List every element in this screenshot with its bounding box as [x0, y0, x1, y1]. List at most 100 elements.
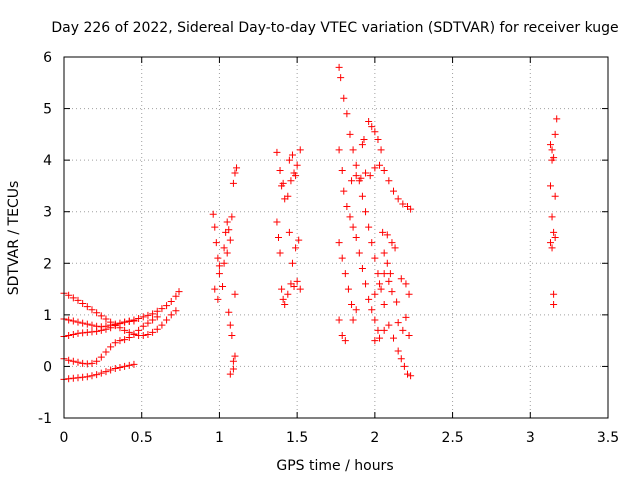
- data-point: [338, 254, 346, 262]
- data-point: [88, 321, 96, 329]
- data-point: [376, 334, 384, 342]
- data-point: [379, 228, 387, 236]
- data-point: [79, 359, 87, 367]
- data-point: [74, 296, 82, 304]
- data-point: [371, 316, 379, 324]
- y-tick-label: 3: [43, 205, 52, 221]
- data-point: [69, 357, 77, 365]
- data-point: [83, 303, 91, 311]
- data-point: [335, 316, 343, 324]
- data-point: [229, 179, 237, 187]
- data-point: [229, 365, 237, 373]
- data-point: [97, 353, 105, 361]
- data-point: [214, 254, 222, 262]
- data-point: [346, 130, 354, 138]
- data-point: [349, 223, 357, 231]
- data-point: [296, 285, 304, 293]
- data-point: [391, 244, 399, 252]
- chart-title: Day 226 of 2022, Sidereal Day-to-day VTE…: [51, 20, 618, 36]
- data-point: [228, 213, 236, 221]
- data-point: [343, 203, 351, 211]
- data-point: [74, 374, 82, 382]
- data-point: [380, 301, 388, 309]
- tick-labels: 0 0.5 1 1.5 2 2.5 3 3.5 -1 0 1 2 3 4 5 6: [38, 50, 619, 446]
- data-point: [212, 239, 220, 247]
- data-point: [341, 337, 349, 345]
- data-point: [290, 282, 298, 290]
- data-point: [284, 290, 292, 298]
- data-point: [65, 331, 73, 339]
- data-point: [388, 239, 396, 247]
- data-point: [376, 161, 384, 169]
- data-point: [357, 174, 365, 182]
- y-tick-label: -1: [38, 411, 52, 427]
- data-point: [175, 288, 183, 296]
- data-point: [380, 326, 388, 334]
- data-point: [88, 372, 96, 380]
- data-point: [548, 146, 556, 154]
- data-point: [97, 369, 105, 377]
- data-point: [116, 363, 124, 371]
- data-point: [386, 270, 394, 278]
- data-point: [365, 295, 373, 303]
- data-point: [163, 302, 171, 310]
- data-point: [226, 370, 234, 378]
- data-point: [349, 146, 357, 154]
- data-point: [226, 321, 234, 329]
- data-point: [399, 326, 407, 334]
- data-point: [399, 200, 407, 208]
- data-point: [229, 357, 237, 365]
- data-point: [215, 270, 223, 278]
- data-point: [403, 370, 411, 378]
- data-point: [281, 301, 289, 309]
- data-point: [371, 337, 379, 345]
- data-point: [340, 187, 348, 195]
- data-point: [276, 166, 284, 174]
- data-point: [352, 172, 360, 180]
- data-point: [390, 334, 398, 342]
- data-point: [295, 236, 303, 244]
- data-point: [397, 355, 405, 363]
- data-point: [121, 326, 129, 334]
- data-point: [65, 356, 73, 364]
- data-point: [111, 364, 119, 372]
- data-point: [121, 336, 129, 344]
- data-point: [167, 311, 175, 319]
- x-axis-label: GPS time / hours: [276, 458, 393, 474]
- data-point: [348, 301, 356, 309]
- data-point: [220, 244, 228, 252]
- data-point: [107, 366, 115, 374]
- data-point: [343, 110, 351, 118]
- data-point: [550, 301, 558, 309]
- data-point: [74, 329, 82, 337]
- data-point: [69, 374, 77, 382]
- data-point: [546, 182, 554, 190]
- data-point: [65, 291, 73, 299]
- data-point: [352, 234, 360, 241]
- data-point: [371, 128, 379, 136]
- data-point: [383, 259, 391, 267]
- data-point: [368, 306, 376, 314]
- data-point: [93, 371, 101, 379]
- data-point: [167, 297, 175, 305]
- x-tick-label: 3: [526, 430, 535, 446]
- data-point: [407, 205, 415, 213]
- data-point: [393, 298, 401, 306]
- data-point: [371, 254, 379, 262]
- data-point: [340, 94, 348, 102]
- data-point: [211, 285, 219, 293]
- data-point: [69, 330, 77, 338]
- data-point: [215, 262, 223, 270]
- data-point: [276, 249, 284, 257]
- data-point: [374, 326, 382, 334]
- data-point: [388, 288, 396, 296]
- data-point: [139, 331, 147, 339]
- data-point: [288, 151, 296, 159]
- data-point: [226, 236, 234, 244]
- data-point: [172, 292, 180, 300]
- data-point: [368, 123, 376, 131]
- x-tick-label: 0: [60, 430, 69, 446]
- data-point: [107, 343, 115, 351]
- data-point: [93, 327, 101, 335]
- data-point: [402, 313, 410, 321]
